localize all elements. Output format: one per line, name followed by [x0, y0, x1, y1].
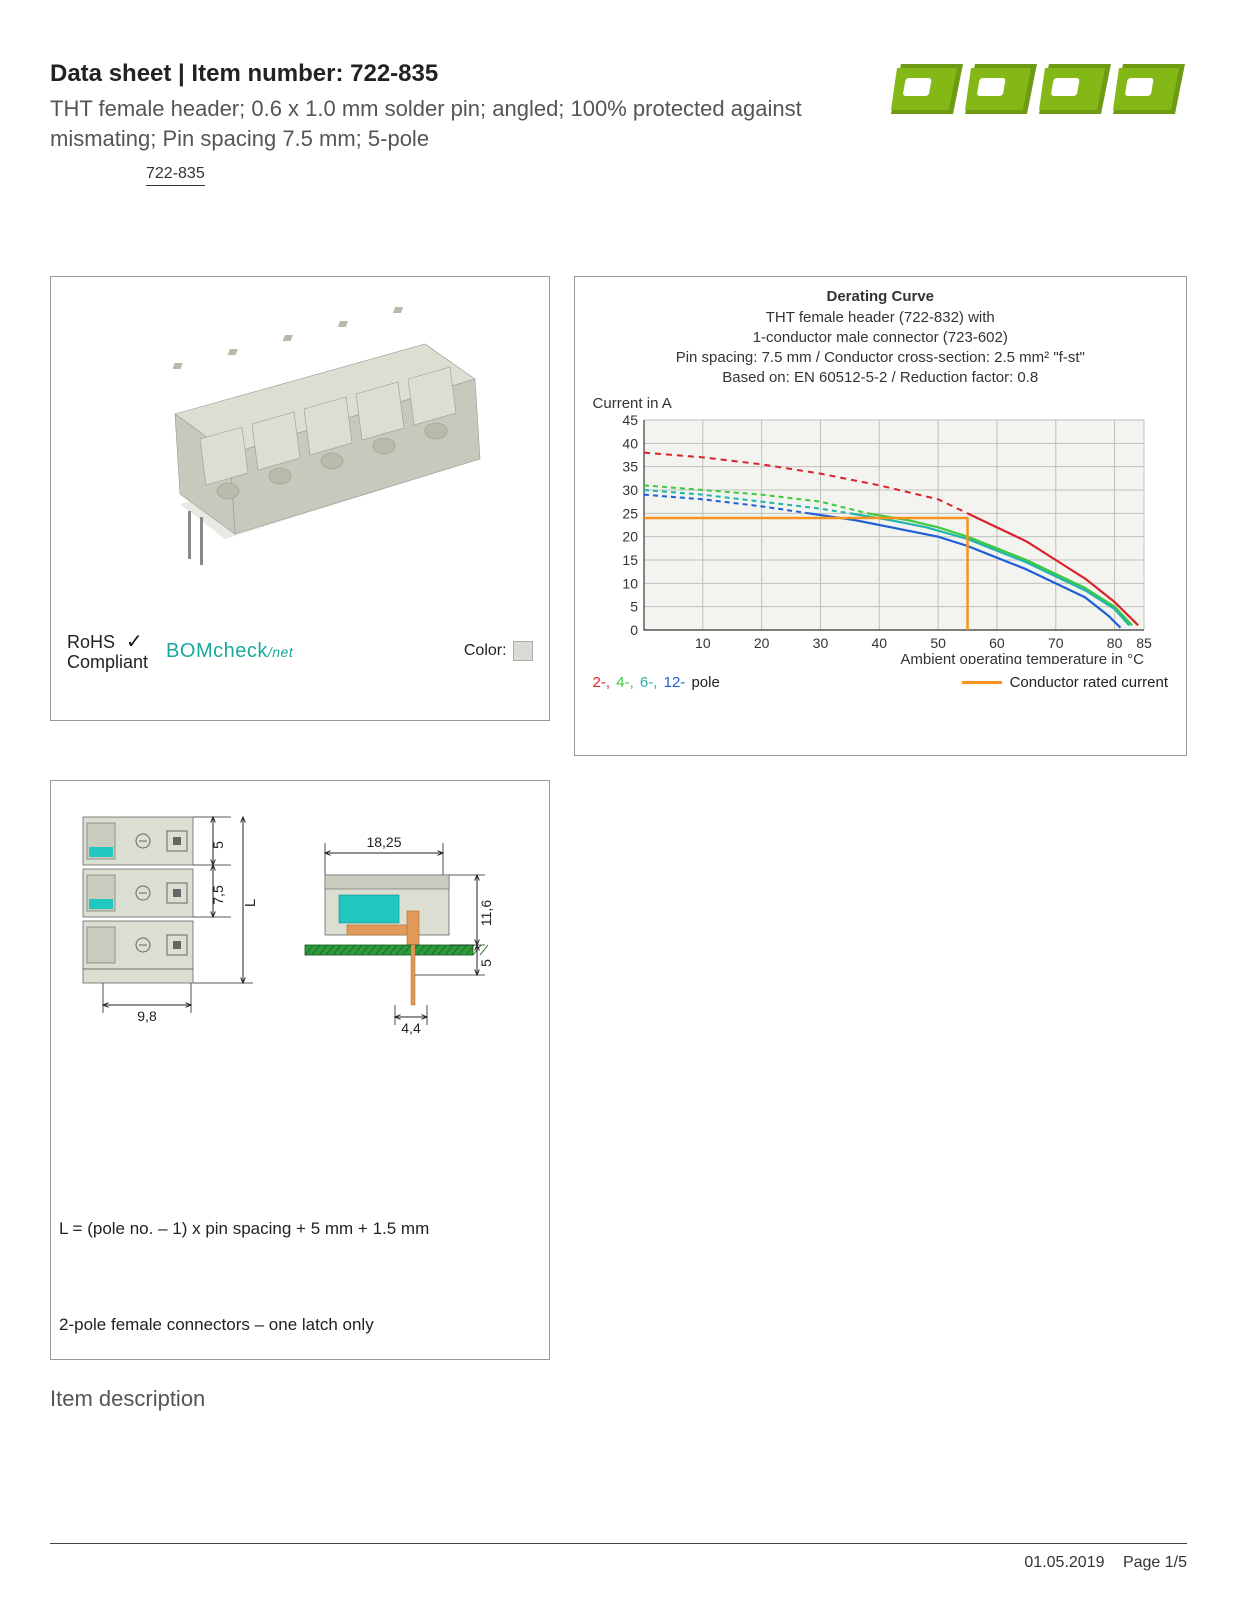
footer-page: Page 1/5 [1123, 1554, 1187, 1571]
svg-text:5: 5 [630, 598, 638, 614]
svg-text:85: 85 [1136, 635, 1152, 651]
svg-text:15: 15 [623, 552, 639, 568]
legend-conductor: Conductor rated current [962, 674, 1168, 691]
svg-text:60: 60 [989, 635, 1005, 651]
svg-text:35: 35 [623, 458, 639, 474]
datasheet-title: Data sheet | Item number: 722-835 [50, 60, 830, 88]
header: Data sheet | Item number: 722-835 THT fe… [50, 60, 1187, 186]
rohs-compliant: RoHS ✓ Compliant [67, 631, 148, 673]
svg-text:20: 20 [623, 528, 639, 544]
legend-conductor-line [962, 681, 1002, 684]
svg-text:40: 40 [872, 635, 888, 651]
product-panel: RoHS ✓ Compliant BOMcheck/net Color: [50, 276, 550, 721]
svg-text:11,6: 11,6 [478, 900, 494, 926]
svg-text:30: 30 [813, 635, 829, 651]
svg-text:18,25: 18,25 [366, 834, 401, 850]
svg-text:0: 0 [630, 622, 638, 638]
rohs-label: RoHS [67, 632, 115, 652]
bomcheck-text: BOMcheck [166, 640, 268, 662]
chart-sub3: Pin spacing: 7.5 mm / Conductor cross-se… [587, 348, 1174, 368]
item-description-heading: Item description [50, 1386, 1187, 1412]
color-swatch [513, 641, 533, 661]
svg-text:4,4: 4,4 [401, 1020, 421, 1036]
legend-poles: 2-, 4-, 6-, 12- pole [593, 674, 722, 691]
y-axis-title: Current in A [593, 395, 1174, 412]
color-label-text: Color: [464, 642, 507, 660]
svg-text:L: L [242, 899, 259, 907]
svg-text:25: 25 [623, 505, 639, 521]
datasheet-subtitle: THT female header; 0.6 x 1.0 mm solder p… [50, 94, 830, 153]
bomcheck-suffix: /net [268, 644, 293, 660]
chart-legend: 2-, 4-, 6-, 12- pole Conductor rated cur… [587, 664, 1174, 691]
wago-logo [887, 60, 1187, 122]
svg-text:7,5: 7,5 [210, 885, 226, 905]
svg-text:9,8: 9,8 [137, 1008, 157, 1024]
chart-sub2: 1-conductor male connector (723-602) [587, 328, 1174, 348]
product-image [63, 289, 537, 609]
compliance-row: RoHS ✓ Compliant BOMcheck/net Color: [67, 631, 533, 673]
compliant-label: Compliant [67, 652, 148, 672]
footer: 01.05.2019 Page 1/5 [1010, 1554, 1187, 1572]
bomcheck-logo: BOMcheck/net [166, 640, 293, 663]
header-text: Data sheet | Item number: 722-835 THT fe… [50, 60, 830, 186]
svg-text:50: 50 [931, 635, 947, 651]
legend-conductor-label: Conductor rated current [1010, 674, 1168, 691]
color-indicator: Color: [464, 641, 533, 661]
schematic-panel: 5 7,5 L 9,8 18,25 11,6 5 4,4 L = (pole no. – 1… [50, 780, 550, 1360]
svg-text:Ambient operating temperature: Ambient operating temperature in °C [901, 651, 1145, 664]
chart-title: Derating Curve [587, 287, 1174, 307]
svg-text:30: 30 [623, 482, 639, 498]
length-formula: L = (pole no. – 1) x pin spacing + 5 mm … [59, 1219, 429, 1239]
top-panels: RoHS ✓ Compliant BOMcheck/net Color: Der… [50, 276, 1187, 756]
svg-text:20: 20 [754, 635, 770, 651]
chart-sub4: Based on: EN 60512-5-2 / Reduction facto… [587, 368, 1174, 388]
svg-text:10: 10 [695, 635, 711, 651]
footer-rule [50, 1543, 1187, 1544]
chart-panel: Derating Curve THT female header (722-83… [574, 276, 1187, 756]
schematic-side-view: 18,25 11,6 5 4,4 [287, 799, 507, 1059]
schematic-drawings: 5 7,5 L 9,8 18,25 11,6 5 4,4 [63, 793, 537, 1119]
svg-text:45: 45 [623, 414, 639, 428]
svg-text:5: 5 [478, 959, 494, 967]
svg-text:5: 5 [210, 841, 226, 849]
footer-date: 01.05.2019 [1024, 1554, 1104, 1571]
chart-header: Derating Curve THT female header (722-83… [587, 287, 1174, 388]
svg-text:70: 70 [1048, 635, 1064, 651]
derating-chart: 10 20 30 40 50 60 70 80 85 0 5 10 15 20 25 30 35 40 45 Ambi… [600, 414, 1160, 664]
svg-text:10: 10 [623, 575, 639, 591]
svg-text:80: 80 [1107, 635, 1123, 651]
chart-sub1: THT female header (722-832) with [587, 308, 1174, 328]
schematic-top-view: 5 7,5 L 9,8 [63, 799, 263, 1059]
two-pole-note: 2-pole female connectors – one latch onl… [59, 1315, 374, 1335]
svg-text:40: 40 [623, 435, 639, 451]
item-code: 722-835 [146, 165, 205, 186]
check-icon: ✓ [126, 631, 143, 653]
